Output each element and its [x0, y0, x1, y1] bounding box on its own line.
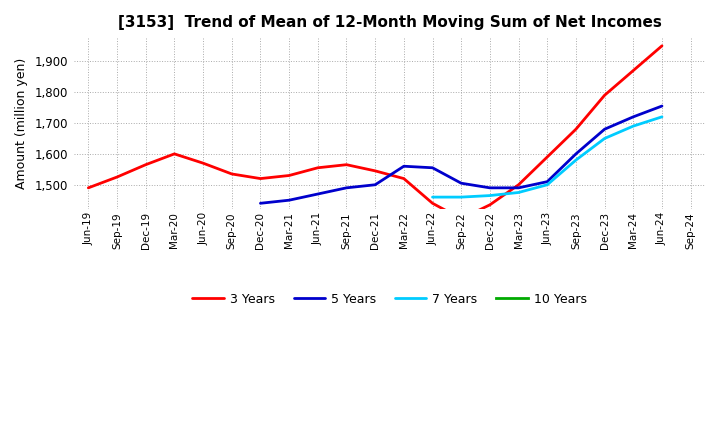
Title: [3153]  Trend of Mean of 12-Month Moving Sum of Net Incomes: [3153] Trend of Mean of 12-Month Moving … [117, 15, 662, 30]
Legend: 3 Years, 5 Years, 7 Years, 10 Years: 3 Years, 5 Years, 7 Years, 10 Years [187, 288, 592, 311]
Y-axis label: Amount (million yen): Amount (million yen) [15, 58, 28, 189]
